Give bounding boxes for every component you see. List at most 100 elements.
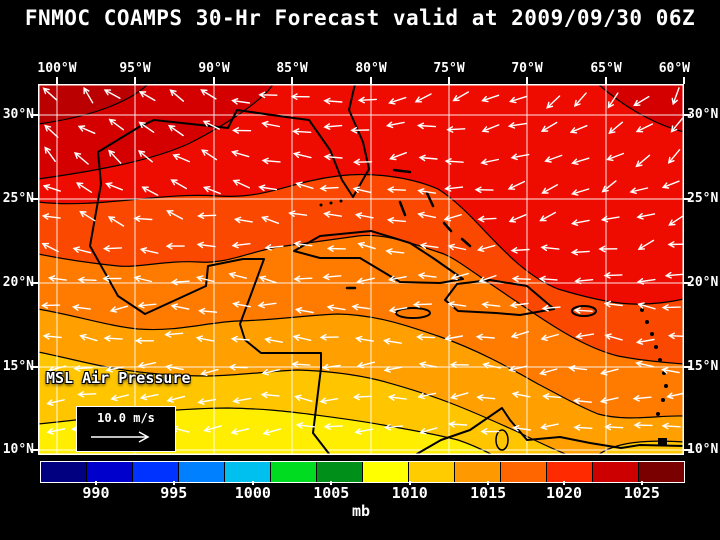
lon-tick bbox=[291, 77, 293, 84]
wind-arrow bbox=[661, 422, 681, 430]
wind-arrow bbox=[632, 395, 652, 402]
wind-arrow bbox=[637, 239, 655, 250]
wind-arrow bbox=[228, 363, 248, 371]
wind-arrow bbox=[637, 302, 656, 310]
wind-arrow bbox=[661, 304, 681, 311]
wind-arrow bbox=[166, 395, 186, 403]
wind-arrow bbox=[261, 215, 280, 224]
lat-tick bbox=[684, 282, 691, 284]
wind-arrow bbox=[388, 96, 407, 105]
wind-arrow bbox=[47, 365, 67, 373]
wind-arrow bbox=[295, 422, 315, 429]
wind-arrow bbox=[509, 95, 528, 104]
wind-arrow bbox=[635, 360, 654, 368]
wind-arrow bbox=[571, 188, 590, 196]
wind-arrow bbox=[607, 92, 619, 109]
wind-arrow bbox=[385, 248, 405, 255]
wind-arrow bbox=[417, 272, 437, 279]
lat-label-left: 10°N bbox=[2, 442, 34, 457]
lon-label: 70°W bbox=[511, 61, 543, 76]
wind-arrow bbox=[509, 301, 529, 309]
wind-arrow bbox=[77, 125, 96, 134]
wind-arrow bbox=[444, 158, 464, 165]
lon-tick bbox=[605, 77, 607, 84]
lat-label-left: 30°N bbox=[2, 107, 34, 122]
colorbar-segment bbox=[87, 462, 133, 482]
lat-tick bbox=[31, 198, 38, 200]
wind-arrow bbox=[474, 186, 494, 194]
wind-arrow bbox=[133, 215, 153, 222]
wind-arrow bbox=[412, 301, 432, 308]
wind-arrow bbox=[102, 275, 122, 282]
wind-arrow bbox=[417, 188, 437, 195]
wind-arrow bbox=[604, 423, 624, 431]
wind-arrow bbox=[352, 393, 372, 401]
wind-arrow bbox=[73, 152, 89, 165]
colorbar-tick bbox=[408, 481, 411, 485]
wind-arrow bbox=[664, 271, 684, 279]
pressure-band-red bbox=[38, 84, 684, 305]
coastline-bahamas bbox=[345, 168, 472, 290]
wind-arrow bbox=[261, 157, 281, 165]
pressure-colorbar bbox=[40, 461, 685, 483]
wind-arrow bbox=[196, 241, 216, 249]
colorbar-tick-label: 990 bbox=[82, 484, 110, 502]
wind-arrow bbox=[75, 182, 93, 193]
wind-arrow bbox=[139, 247, 159, 254]
colorbar-tick bbox=[251, 481, 254, 485]
lat-label-right: 25°N bbox=[687, 191, 719, 206]
colorbar-segment bbox=[501, 462, 547, 482]
wind-arrow bbox=[510, 331, 529, 339]
wind-arrow bbox=[166, 210, 184, 220]
wind-arrow bbox=[202, 120, 220, 130]
lon-tick bbox=[370, 77, 372, 84]
wind-arrow bbox=[292, 151, 312, 159]
coastline-south-america bbox=[414, 407, 684, 455]
wind-arrow bbox=[511, 275, 531, 283]
lat-tick bbox=[31, 114, 38, 116]
wind-arrow bbox=[388, 306, 408, 314]
wind-arrow bbox=[481, 301, 501, 309]
wind-arrow bbox=[574, 277, 594, 285]
wind-arrow bbox=[573, 424, 593, 431]
wind-arrow bbox=[387, 275, 407, 283]
wind-arrow bbox=[417, 392, 437, 400]
wind-arrow bbox=[232, 397, 252, 404]
wind-arrow bbox=[167, 124, 184, 137]
wind-speed-label: 10.0 m/s bbox=[97, 411, 155, 425]
colorbar-tick bbox=[172, 481, 175, 485]
lat-tick bbox=[684, 198, 691, 200]
wind-arrow bbox=[351, 303, 371, 311]
wind-arrow bbox=[294, 394, 313, 402]
coastline-north-america bbox=[89, 84, 370, 455]
wind-arrow bbox=[258, 184, 278, 192]
colorbar-segment bbox=[133, 462, 179, 482]
colorbar-tick-label: 1015 bbox=[470, 484, 507, 502]
wind-arrow bbox=[476, 394, 496, 401]
wind-arrow bbox=[230, 428, 250, 435]
wind-arrow bbox=[354, 428, 374, 435]
wind-arrow bbox=[77, 391, 97, 398]
wind-arrow bbox=[169, 89, 185, 102]
wind-arrow bbox=[203, 425, 222, 433]
wind-arrow bbox=[544, 154, 563, 163]
wind-arrow bbox=[44, 146, 56, 162]
wind-arrow bbox=[600, 215, 620, 223]
wind-arrow bbox=[633, 95, 650, 107]
wind-arrow bbox=[326, 304, 346, 311]
wind-arrow bbox=[570, 248, 590, 256]
wind-arrow bbox=[508, 365, 527, 373]
wind-arrow bbox=[323, 423, 343, 430]
colorbar-segment bbox=[179, 462, 225, 482]
wind-arrow bbox=[418, 154, 438, 162]
wind-arrow bbox=[139, 393, 159, 401]
wind-arrow bbox=[164, 331, 184, 338]
wind-arrow bbox=[636, 213, 656, 220]
lat-tick bbox=[31, 366, 38, 368]
lat-label-right: 30°N bbox=[687, 107, 719, 122]
colorbar-tick bbox=[330, 481, 333, 485]
colorbar-segment bbox=[41, 462, 87, 482]
wind-arrow bbox=[540, 121, 558, 132]
wind-arrow bbox=[293, 275, 313, 283]
wind-arrow bbox=[261, 120, 281, 128]
